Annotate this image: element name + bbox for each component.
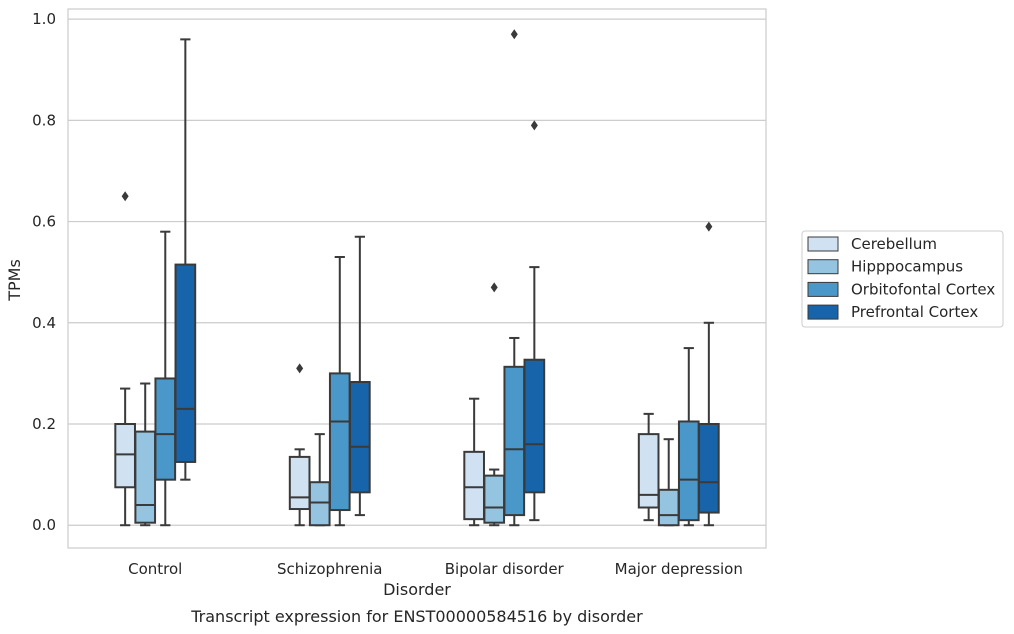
- outlier-point: [490, 282, 498, 293]
- plot-area-frame: [67, 8, 767, 549]
- box-group: [657, 438, 680, 527]
- box-group: [677, 347, 700, 527]
- y-tick-label: 0.2: [32, 415, 56, 433]
- y-tick-label: 0.4: [32, 314, 56, 332]
- y-tick-label: 0.0: [32, 516, 56, 534]
- box: [134, 430, 157, 524]
- box-series: [114, 29, 720, 527]
- box: [349, 380, 371, 494]
- box-group: [463, 397, 485, 527]
- x-tick-label: Control: [128, 560, 182, 578]
- series-prefrontal-cortex: [174, 38, 720, 527]
- legend-label: Orbitofontal Cortex: [851, 280, 995, 298]
- box: [637, 433, 660, 509]
- legend-swatch: [807, 304, 839, 320]
- box: [114, 423, 136, 489]
- legend-label: Prefrontal Cortex: [851, 303, 978, 321]
- box: [308, 481, 331, 527]
- outlier-point: [530, 120, 538, 131]
- box-group: [523, 120, 546, 522]
- outlier-point: [510, 29, 518, 40]
- box: [288, 455, 311, 511]
- box-group: [288, 363, 311, 527]
- box: [677, 420, 700, 522]
- legend-frame: [801, 230, 1004, 328]
- box: [154, 377, 177, 481]
- box-group: [174, 38, 197, 481]
- chart-caption: Transcript expression for ENST0000058451…: [190, 607, 643, 626]
- legend-swatch: [807, 259, 839, 275]
- y-tick-label: 1.0: [32, 10, 56, 28]
- y-tick-label: 0.8: [32, 111, 56, 129]
- y-tick-label: 0.6: [32, 213, 56, 231]
- box-group: [698, 221, 720, 527]
- x-tick-label: Bipolar disorder: [445, 560, 565, 578]
- box-group: [114, 191, 136, 527]
- box-group: [154, 230, 177, 527]
- box: [483, 474, 506, 524]
- y-tick-labels: 0.0 0.2 0.4 0.6 0.8 1.0: [32, 10, 56, 534]
- legend-label: Hipppocampus: [851, 258, 963, 276]
- x-tick-labels: Control Schizophrenia Bipolar disorder Majo…: [128, 560, 743, 578]
- box: [328, 372, 351, 512]
- x-tick-label: Major depression: [615, 560, 743, 578]
- series-hipppocampus: [134, 282, 680, 527]
- outlier-point: [705, 221, 713, 232]
- box: [463, 450, 485, 521]
- box-group: [349, 235, 371, 517]
- legend: Cerebellum Hipppocampus Orbitofontal Corte…: [801, 230, 1004, 328]
- box-group: [308, 433, 331, 527]
- box: [698, 423, 720, 514]
- box-group: [483, 282, 506, 527]
- legend-swatch: [807, 281, 839, 297]
- box: [657, 488, 680, 527]
- x-axis-title: Disorder: [383, 580, 451, 599]
- series-cerebellum: [114, 191, 660, 527]
- legend-label: Cerebellum: [851, 235, 937, 253]
- legend-swatch: [807, 236, 839, 252]
- outlier-point: [296, 363, 304, 374]
- box: [503, 365, 526, 517]
- box-group: [328, 255, 351, 527]
- box: [174, 263, 197, 463]
- box-group: [134, 382, 157, 527]
- box: [523, 358, 546, 494]
- x-tick-label: Schizophrenia: [277, 560, 382, 578]
- outlier-point: [121, 191, 129, 202]
- y-axis-title: TPMs: [5, 259, 24, 302]
- series-orbitofontal-cortex: [154, 29, 700, 527]
- box-group: [637, 412, 660, 522]
- box-group: [503, 29, 526, 527]
